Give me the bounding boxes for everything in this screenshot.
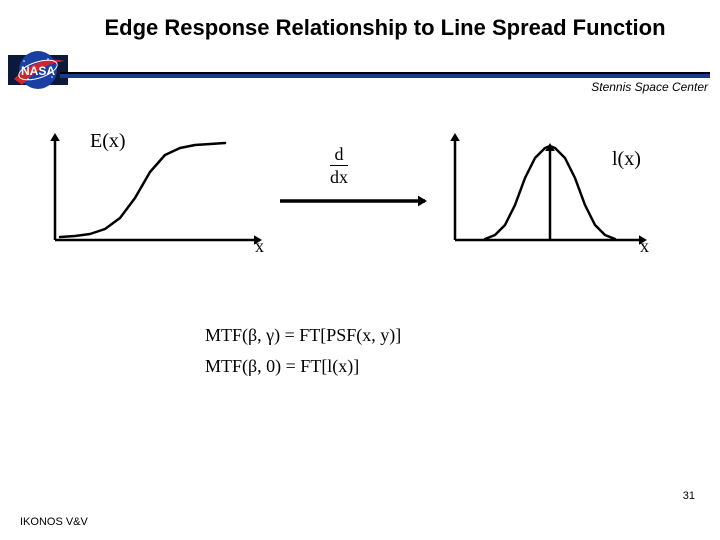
title-rule xyxy=(60,72,710,78)
diagram-area xyxy=(45,125,685,300)
equation-mtf-lsf: MTF(β, 0) = FT[l(x)] xyxy=(205,351,401,382)
equation-mtf-psf: MTF(β, γ) = FT[PSF(x, y)] xyxy=(205,320,401,351)
equations-block: MTF(β, γ) = FT[PSF(x, y)] MTF(β, 0) = FT… xyxy=(205,320,401,381)
subtitle: Stennis Space Center xyxy=(591,80,708,94)
slide-title: Edge Response Relationship to Line Sprea… xyxy=(90,15,680,41)
page-number: 31 xyxy=(683,490,695,502)
svg-text:NASA: NASA xyxy=(21,64,55,78)
nasa-logo: NASA xyxy=(8,45,68,95)
footer-left: IKONOS V&V xyxy=(20,516,88,528)
